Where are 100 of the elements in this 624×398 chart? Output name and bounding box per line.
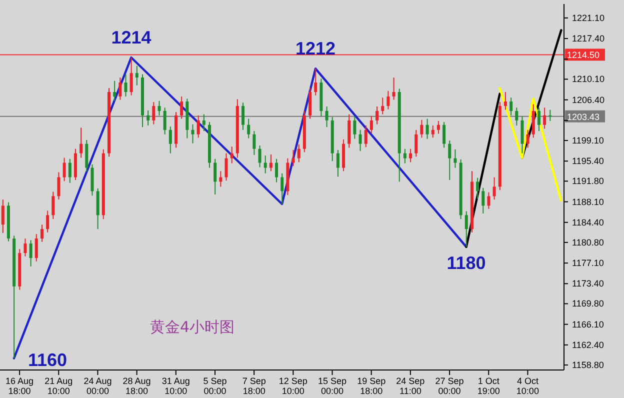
annotation: 1160 <box>28 350 68 371</box>
candlestick <box>158 100 161 116</box>
candlestick <box>62 157 66 182</box>
candlestick <box>520 116 524 154</box>
y-tick-label: 1158.80 <box>572 360 604 370</box>
candlestick <box>96 188 100 230</box>
y-tick-label: 1188.10 <box>572 196 604 207</box>
candlestick <box>532 104 535 138</box>
x-tick-label: 16 Aug 18:00 <box>6 376 34 396</box>
candlestick <box>442 122 446 148</box>
candlestick <box>376 106 379 125</box>
candlestick <box>130 56 133 96</box>
candlestick <box>68 158 72 184</box>
candlestick <box>358 129 362 152</box>
annotation: 黄金4小时图 <box>150 318 235 337</box>
candlestick <box>314 68 318 96</box>
ref-line-label: 1203.43 <box>567 112 600 122</box>
x-tick-label: 31 Aug 10:00 <box>162 376 190 396</box>
candlestick <box>504 92 507 110</box>
line-series <box>498 87 562 202</box>
candlestick <box>191 124 194 144</box>
y-tick-label: 1162.40 <box>572 340 604 350</box>
x-tick-label: 27 Sep 00:00 <box>435 376 464 396</box>
candlestick <box>454 148 457 168</box>
candlestick <box>386 90 390 110</box>
candlestick <box>431 124 434 138</box>
candlestick <box>297 144 300 163</box>
y-tick-label: 1221.10 <box>572 12 605 23</box>
candlestick <box>202 114 206 132</box>
candlestick <box>214 158 217 196</box>
y-tick-label: 1169.80 <box>572 298 604 309</box>
candlestick <box>1 199 4 234</box>
x-tick-label: 19 Sep 18:00 <box>357 376 386 396</box>
annotation: 1180 <box>446 252 486 273</box>
x-tick-label: 1 Oct 19:00 <box>477 376 500 396</box>
candlestick <box>163 107 166 135</box>
x-tick-label: 24 Sep 11:00 <box>396 376 425 396</box>
candlestick <box>526 129 530 148</box>
y-tick-label: 1180.80 <box>572 237 604 248</box>
candlestick <box>180 96 184 120</box>
candlestick <box>224 152 228 182</box>
candlestick <box>269 154 272 172</box>
y-tick-label: 1191.80 <box>572 176 604 186</box>
candlestick <box>537 107 540 132</box>
candlestick <box>196 114 200 138</box>
candlestick <box>492 176 496 200</box>
candlestick <box>414 129 418 158</box>
candlestick <box>426 118 429 140</box>
candlestick <box>34 234 38 262</box>
y-tick-label: 1217.40 <box>572 34 605 44</box>
candlestick <box>252 130 256 156</box>
candlestick <box>46 210 50 233</box>
candlestick <box>135 65 138 86</box>
candlestick <box>436 120 440 134</box>
y-tick-label: 1206.40 <box>572 94 605 105</box>
x-tick-label: 21 Aug 10:00 <box>44 376 73 396</box>
candlestick <box>80 127 83 158</box>
candlestick <box>482 187 485 214</box>
candlestick <box>476 177 480 200</box>
y-tick-label: 1166.10 <box>572 319 604 330</box>
x-tick-label: 5 Sep 00:00 <box>203 376 227 396</box>
candlestick <box>57 172 60 200</box>
candlestick <box>275 158 278 183</box>
annotation: 1212 <box>295 38 336 59</box>
x-tick-label: 12 Sep 10:00 <box>278 376 308 396</box>
candlestick <box>348 114 351 148</box>
candlestick <box>364 124 368 148</box>
candlestick <box>24 238 27 257</box>
y-tick-label: 1173.40 <box>572 278 604 289</box>
candlestick <box>510 97 513 116</box>
y-tick-label: 1177.10 <box>572 258 604 268</box>
candlestick <box>118 77 122 100</box>
candlestick <box>242 102 245 130</box>
y-tick-label: 1195.40 <box>572 156 604 166</box>
candlestick <box>448 140 452 181</box>
candlestick <box>515 107 518 126</box>
ref-line-label: 1214.50 <box>567 50 600 60</box>
x-tick-label: 7 Sep 18:00 <box>242 376 266 396</box>
x-tick-label: 28 Aug 18:00 <box>122 376 151 396</box>
y-tick-label: 1199.10 <box>572 135 604 146</box>
candlestick <box>336 149 340 178</box>
candlestick <box>113 80 116 102</box>
candlestick <box>146 110 150 126</box>
candlestick <box>219 170 222 188</box>
candlestick <box>152 102 156 125</box>
candlestick <box>403 148 406 164</box>
candlestick <box>464 210 468 248</box>
x-tick-label: 24 Aug 00:00 <box>84 376 112 396</box>
candlestick <box>381 97 384 115</box>
candlestick <box>548 109 552 122</box>
candlestick <box>292 149 295 167</box>
annotation: 1214 <box>111 27 152 48</box>
candlestick <box>420 119 424 138</box>
x-tick-label: 4 Oct 10:00 <box>516 376 539 396</box>
candlestick <box>29 240 32 267</box>
y-tick-label: 1210.10 <box>572 74 605 84</box>
x-tick-label: 15 Sep 00:00 <box>318 376 347 396</box>
candlestick <box>264 155 267 174</box>
candlestick <box>308 87 312 120</box>
candlestick <box>258 145 262 168</box>
